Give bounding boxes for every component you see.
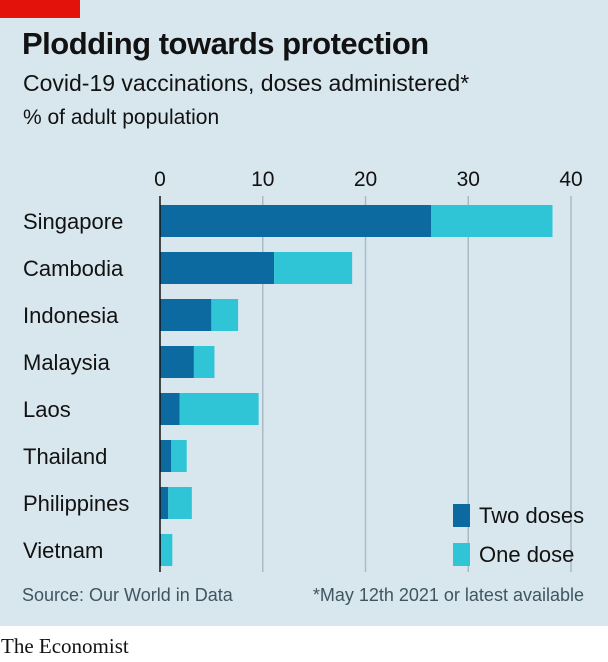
bar-thailand-one-dose [171,440,187,472]
legend-item-one-dose: One dose [453,542,584,567]
x-tick-label-10: 10 [251,168,274,191]
x-tick-label-40: 40 [559,168,582,191]
category-label-singapore: Singapore [23,209,123,234]
category-label-cambodia: Cambodia [23,256,124,281]
source-note: Source: Our World in Data [22,585,233,605]
bars [160,205,553,566]
x-tick-label-0: 0 [154,168,166,191]
legend-label-one-dose: One dose [479,541,575,567]
category-label-thailand: Thailand [23,444,107,469]
footnote: *May 12th 2021 or latest available [312,585,584,605]
category-label-laos: Laos [23,397,71,422]
bar-singapore-two-doses [160,205,432,237]
bar-singapore-one-dose [431,205,553,237]
category-label-malaysia: Malaysia [23,350,111,375]
bar-indonesia-two-doses [160,299,212,331]
x-tick-label-20: 20 [354,168,377,191]
legend-label-two-doses: Two doses [479,502,585,528]
chart-subtitle: Covid-19 vaccinations, doses administere… [23,70,470,96]
bar-vietnam-one-dose [161,534,173,566]
chart-panel [0,0,608,626]
legend-swatch-two-doses [453,504,470,527]
legend-swatch-one-dose [453,543,470,566]
x-tick-label-30: 30 [457,168,480,191]
category-label-philippines: Philippines [23,491,129,516]
brand-red-tab [0,0,80,18]
bar-indonesia-one-dose [211,299,239,331]
category-label-vietnam: Vietnam [23,538,103,563]
bar-chart: 0 10 20 30 40 Singapore Cambodia Indonesia Mala… [23,168,583,572]
category-labels: Singapore Cambodia Indonesia Malaysia Laos Th… [23,209,129,563]
category-label-indonesia: Indonesia [23,303,119,328]
bar-philippines-one-dose [168,487,192,519]
economist-logo: The Economist [1,634,129,658]
x-axis-ticks: 0 10 20 30 40 [154,168,583,191]
bar-thailand-two-doses [160,440,172,472]
bar-laos-two-doses [160,393,180,425]
chart-unit: % of adult population [23,106,220,129]
chart-title: Plodding towards protection [22,26,429,61]
bar-malaysia-one-dose [193,346,215,378]
bar-philippines-two-doses [160,487,169,519]
bar-laos-one-dose [179,393,259,425]
legend-item-two-doses: Two doses [453,503,584,528]
bar-malaysia-two-doses [160,346,194,378]
bar-cambodia-one-dose [274,252,353,284]
legend: Two doses One dose [453,503,584,581]
bar-cambodia-two-doses [160,252,275,284]
